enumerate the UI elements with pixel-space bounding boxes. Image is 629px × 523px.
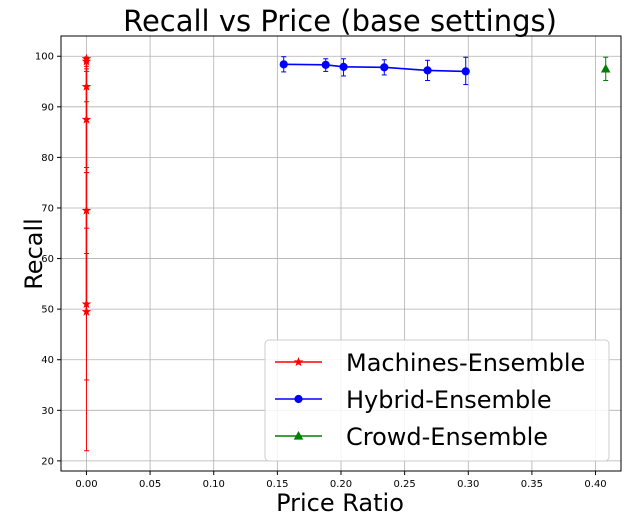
legend-entry: Hybrid-Ensemble bbox=[275, 386, 552, 414]
x-tick-label: 0.20 bbox=[330, 479, 352, 490]
data-point bbox=[380, 63, 389, 72]
series-layer bbox=[81, 53, 611, 452]
y-tick-label: 90 bbox=[41, 102, 54, 113]
y-tick-label: 40 bbox=[41, 355, 54, 366]
legend-marker bbox=[294, 394, 303, 404]
legend: Machines-Ensemble Hybrid-Ensemble Crowd-En… bbox=[264, 339, 610, 462]
data-point bbox=[81, 299, 92, 309]
legend-label: Hybrid-Ensemble bbox=[346, 386, 552, 414]
data-point bbox=[339, 62, 348, 71]
x-tick-label: 0.25 bbox=[394, 479, 416, 490]
y-axis-label: Recall bbox=[20, 218, 48, 290]
y-tick-label: 60 bbox=[41, 254, 54, 265]
data-point bbox=[423, 66, 432, 75]
data-point bbox=[81, 81, 92, 91]
data-point bbox=[461, 67, 470, 76]
x-axis-label: Price Ratio bbox=[276, 489, 404, 517]
x-tick-label: 0.30 bbox=[457, 479, 479, 490]
legend-box bbox=[264, 339, 610, 462]
data-point bbox=[81, 53, 92, 63]
x-tick-label: 0.10 bbox=[203, 479, 225, 490]
series-hybrid-ensemble bbox=[279, 56, 470, 86]
data-point bbox=[321, 60, 330, 69]
y-tick-label: 20 bbox=[41, 456, 54, 467]
x-tick-label: 0.05 bbox=[139, 479, 161, 490]
legend-marker bbox=[293, 431, 304, 440]
data-point bbox=[600, 63, 611, 73]
ticks: 0.00 0.05 0.10 0.15 0.20 0.25 0.30 0.35 0.40 20 30… bbox=[35, 52, 607, 490]
y-tick-label: 70 bbox=[41, 203, 54, 214]
x-tick-label: 0.40 bbox=[584, 479, 606, 490]
x-tick-label: 0.35 bbox=[521, 479, 543, 490]
legend-label: Crowd-Ensemble bbox=[346, 423, 548, 451]
series-line bbox=[283, 63, 466, 73]
plot-frame bbox=[60, 35, 622, 472]
x-tick-label: 0.00 bbox=[75, 479, 97, 490]
data-point bbox=[279, 60, 288, 69]
legend-entry: Machines-Ensemble bbox=[275, 349, 585, 377]
data-point bbox=[81, 56, 92, 66]
chart-title: Recall vs Price (base settings) bbox=[123, 4, 557, 38]
y-tick-label: 50 bbox=[41, 305, 54, 316]
y-tick-label: 80 bbox=[41, 153, 54, 164]
legend-entry: Crowd-Ensemble bbox=[275, 423, 548, 451]
data-point bbox=[81, 306, 92, 316]
y-tick-label: 30 bbox=[41, 406, 54, 417]
data-point bbox=[81, 205, 92, 215]
legend-marker bbox=[293, 356, 304, 367]
series-crowd-ensemble bbox=[600, 56, 611, 82]
x-tick-label: 0.15 bbox=[266, 479, 288, 490]
y-tick-label: 100 bbox=[35, 52, 54, 63]
data-point bbox=[81, 114, 92, 124]
series-machines-ensemble bbox=[81, 53, 92, 452]
legend-label: Machines-Ensemble bbox=[346, 349, 585, 377]
